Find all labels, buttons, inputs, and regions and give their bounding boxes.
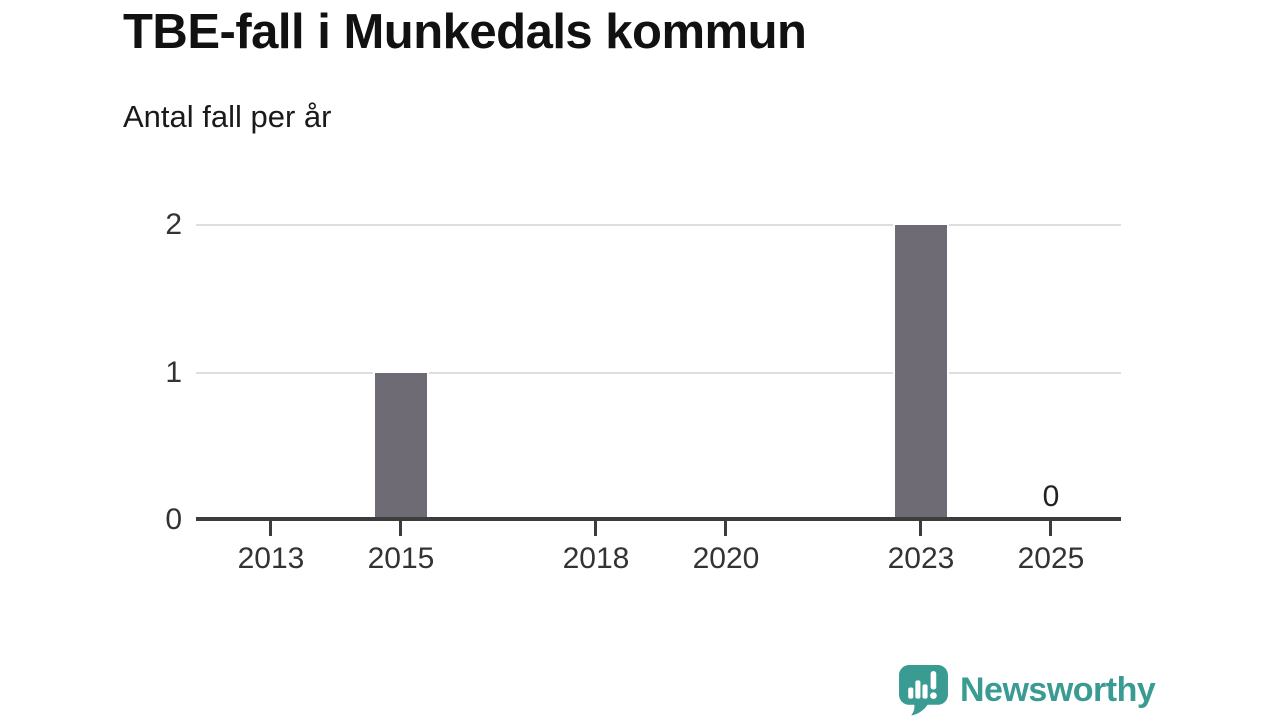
x-axis-tick-mark bbox=[919, 521, 922, 536]
x-axis-tick-label: 2013 bbox=[237, 542, 305, 575]
bar-2023 bbox=[895, 225, 947, 520]
bar-value-label: 0 bbox=[1042, 480, 1060, 513]
x-axis-tick-label: 2018 bbox=[562, 542, 630, 575]
gridline-y-2 bbox=[196, 224, 1121, 226]
x-axis-tick-mark bbox=[399, 521, 402, 536]
bar-2015 bbox=[375, 372, 427, 520]
x-axis-tick-label: 2025 bbox=[1017, 542, 1085, 575]
x-axis-tick-label: 2015 bbox=[367, 542, 435, 575]
gridline-y-1 bbox=[196, 371, 1121, 374]
x-axis-tick-label: 2023 bbox=[887, 542, 955, 575]
x-axis-tick-mark bbox=[724, 521, 727, 536]
chart-title: TBE-fall i Munkedals kommun bbox=[123, 5, 807, 59]
x-axis-line bbox=[196, 517, 1121, 521]
x-axis-tick-mark bbox=[1049, 521, 1052, 536]
newsworthy-logo-icon bbox=[899, 665, 948, 716]
y-axis-tick-label: 2 bbox=[165, 208, 182, 241]
chart-subtitle: Antal fall per år bbox=[123, 99, 332, 134]
newsworthy-logo-text: Newsworthy bbox=[960, 670, 1156, 709]
newsworthy-logo: Newsworthy bbox=[898, 664, 1156, 716]
y-axis-tick-label: 1 bbox=[165, 355, 182, 389]
x-axis-tick-mark bbox=[269, 521, 272, 536]
y-axis-tick-label: 0 bbox=[165, 503, 182, 536]
x-axis-tick-mark bbox=[594, 521, 597, 536]
x-axis-tick-label: 2020 bbox=[692, 542, 760, 575]
